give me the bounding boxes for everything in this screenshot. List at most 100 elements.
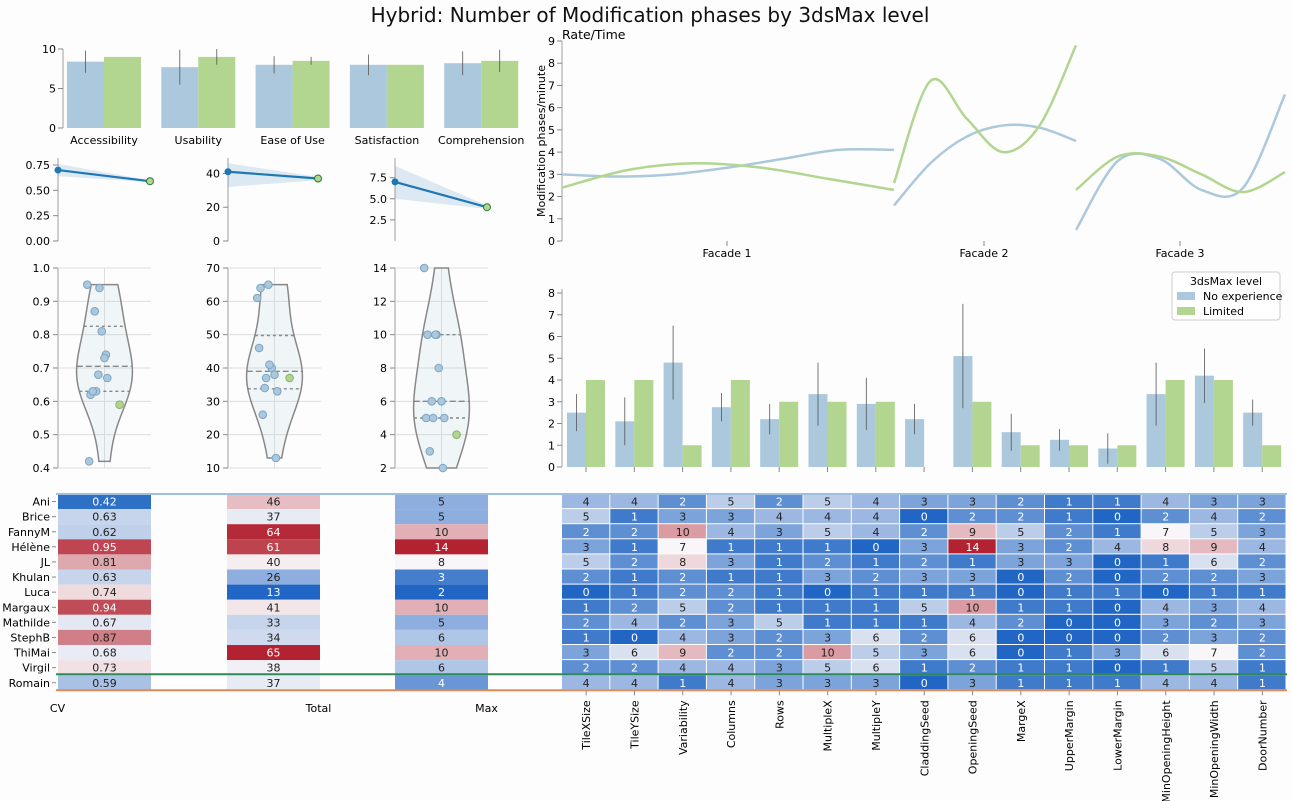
- y-tick-label: 1: [548, 439, 555, 452]
- heatmap-cell: [58, 569, 151, 585]
- heatmap-value: 5: [824, 662, 831, 675]
- heatmap-value: 0.68: [92, 647, 117, 660]
- column-label: MinOpeningWidth: [1208, 700, 1221, 798]
- bar-no-experience: [953, 356, 973, 467]
- heatmap-value: 0: [921, 677, 928, 690]
- point-no-experience: [264, 280, 273, 289]
- heatmap-cell: [658, 524, 706, 539]
- bar-no-experience: [567, 412, 586, 467]
- heatmap-cell: [1045, 494, 1093, 509]
- heatmap-cell: [610, 584, 658, 599]
- violin-panel-max: 2 4 6 8 10 12 14: [373, 262, 488, 475]
- heatmap-value: 1: [921, 616, 928, 629]
- heatmap-value: 10: [435, 601, 449, 614]
- heatmap-cell: [562, 614, 610, 629]
- heatmap-value: 0: [1017, 571, 1024, 584]
- heatmap-cell: [58, 599, 151, 615]
- heatmap-cell: [658, 629, 706, 644]
- heatmap-value: 0: [1017, 586, 1024, 599]
- y-tick-label: 40: [206, 167, 220, 180]
- heatmap-value: 10: [966, 601, 980, 614]
- legend: 3dsMax level No experience Limited: [1171, 271, 1283, 321]
- heatmap-value: 0: [1114, 601, 1121, 614]
- heatmap-cell: [1238, 660, 1286, 675]
- heatmap-value: 3: [1114, 647, 1121, 660]
- heatmap-value: 10: [676, 526, 690, 539]
- point-no-experience: [421, 413, 431, 423]
- heatmap-value: 0.63: [92, 511, 117, 524]
- heatmap-cell: [227, 614, 320, 630]
- heatmap-value: 2: [728, 601, 735, 614]
- heatmap-value: 1: [776, 571, 783, 584]
- y-tick-label: 0.4: [33, 462, 51, 475]
- heatmap-cell: [227, 645, 320, 661]
- y-tick-label: 2: [548, 191, 555, 204]
- y-tick-label: 10: [42, 43, 56, 56]
- heatmap-value: 3: [583, 541, 590, 554]
- heatmap-value: 1: [1066, 647, 1073, 660]
- heatmap-value: 2: [824, 556, 831, 569]
- heatmap-value: 4: [824, 511, 831, 524]
- heatmap-cell: [1045, 660, 1093, 675]
- heatmap-cell: [948, 554, 996, 569]
- heatmap-cell: [803, 614, 851, 629]
- bar-limited: [1020, 445, 1040, 467]
- heatmap-cell: [1093, 569, 1141, 584]
- heatmap-value: 1: [776, 601, 783, 614]
- heatmap-cell: [803, 539, 851, 554]
- point-no-experience: [438, 463, 448, 473]
- heatmap-value: 37: [267, 677, 281, 690]
- heatmap-value: 1: [776, 556, 783, 569]
- heatmap-cell: [755, 645, 803, 660]
- heatmap-cell: [996, 599, 1044, 614]
- heatmap-value: 6: [969, 647, 976, 660]
- heatmap-value: 2: [1017, 496, 1024, 509]
- heatmap-cell: [996, 494, 1044, 509]
- heatmap-cell: [851, 614, 900, 629]
- heatmap-value: 2: [631, 662, 638, 675]
- heatmap-value: 5: [872, 647, 879, 660]
- point-no-experience: [260, 383, 270, 393]
- heatmap-cell: [803, 645, 851, 660]
- heatmap-cell: [755, 675, 803, 690]
- point-no-experience: [252, 293, 262, 303]
- heatmap-cell: [803, 509, 851, 524]
- heatmap-cell: [1189, 494, 1238, 509]
- heatmap-value: 0: [1114, 571, 1121, 584]
- heatmap-cell: [395, 629, 488, 645]
- heatmap-value: 1: [1017, 662, 1024, 675]
- row-label: ThiMai: [13, 647, 50, 660]
- heatmap-cell: [1238, 509, 1286, 524]
- point-no-experience: [265, 360, 274, 369]
- point-limited: [115, 400, 124, 409]
- heatmap-value: 2: [631, 526, 638, 539]
- heatmap-value: 0: [583, 586, 590, 599]
- heatmap-cell: [900, 539, 948, 554]
- y-tick-label: 8: [380, 362, 387, 375]
- heatmap-value: 3: [969, 677, 976, 690]
- facet-label: Facade 2: [959, 247, 1008, 260]
- heatmap-value: 1: [1162, 662, 1169, 675]
- heatmap-cell: [395, 539, 488, 555]
- y-tick-label: 8: [548, 287, 555, 300]
- heatmap-value: 2: [583, 616, 590, 629]
- heatmap-value: 4: [969, 616, 976, 629]
- category-label: Satisfaction: [355, 134, 420, 147]
- heatmap-value: 1: [1211, 586, 1218, 599]
- heatmap-value: 2: [872, 571, 879, 584]
- heatmap-value: 0: [1114, 556, 1121, 569]
- heatmap-value: 33: [267, 616, 281, 629]
- heatmap-value: 4: [872, 526, 879, 539]
- heatmap-cell: [658, 645, 706, 660]
- heatmap-value: 1: [1066, 662, 1073, 675]
- heatmap-value: 4: [679, 662, 686, 675]
- heatmap-value: 1: [921, 662, 928, 675]
- heatmap-value: 1: [824, 541, 831, 554]
- heatmap-cell: [610, 629, 658, 644]
- heatmap-cell: [610, 660, 658, 675]
- y-tick-label: 3: [548, 396, 555, 409]
- bar-limited: [198, 56, 236, 128]
- heatmap-cell: [610, 539, 658, 554]
- heatmap-cell: [755, 554, 803, 569]
